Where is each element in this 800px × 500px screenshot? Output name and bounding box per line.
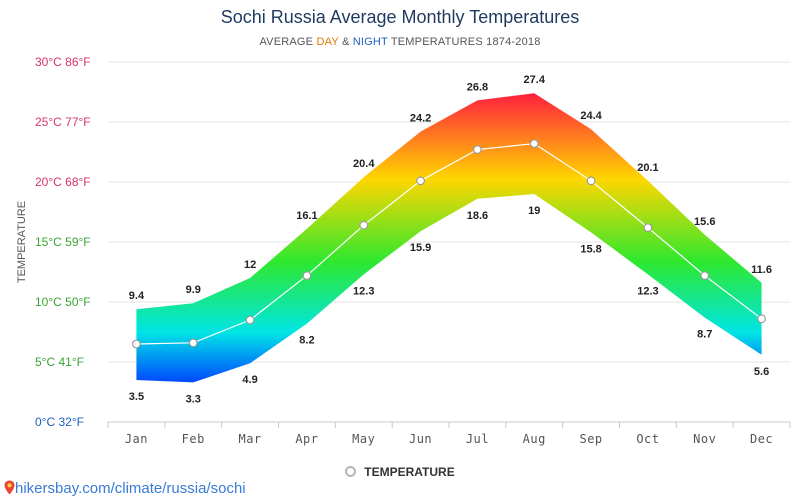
day-value-label: 15.6 — [694, 216, 715, 228]
day-value-label: 24.4 — [580, 110, 602, 122]
subtitle-night: NIGHT — [352, 36, 388, 48]
x-tick-label: Nov — [693, 432, 716, 446]
night-value-label: 8.2 — [299, 335, 314, 347]
night-value-label: 12.3 — [637, 285, 658, 297]
y-tick-label: 20°C 68°F — [35, 175, 91, 189]
day-value-label: 16.1 — [296, 210, 317, 222]
x-tick-label: Sep — [579, 432, 602, 446]
y-tick-label: 10°C 50°F — [35, 295, 91, 309]
average-marker[interactable] — [245, 315, 255, 325]
night-value-label: 3.5 — [129, 391, 144, 403]
average-markers — [132, 139, 766, 349]
day-value-label: 20.4 — [353, 158, 375, 170]
x-tick-label: Aug — [523, 432, 546, 446]
average-marker[interactable] — [643, 223, 653, 233]
y-axis-ticks: 0°C 32°F 5°C 41°F 10°C 50°F 15°C 59°F 20°C 6… — [35, 55, 91, 429]
day-value-label: 26.8 — [467, 81, 488, 93]
average-marker[interactable] — [757, 314, 766, 324]
subtitle-amp: & — [338, 36, 353, 48]
x-tick-label: Oct — [636, 432, 659, 446]
subtitle-prefix: AVERAGE — [259, 36, 317, 48]
night-value-label: 19 — [528, 205, 540, 217]
average-marker[interactable] — [473, 145, 482, 155]
day-value-label: 20.1 — [637, 162, 658, 174]
day-value-label: 24.2 — [410, 113, 431, 125]
chart-title: Sochi Russia Average Monthly Temperature… — [220, 7, 580, 27]
x-tick-label: Jun — [409, 432, 432, 446]
night-value-label: 15.9 — [410, 242, 431, 254]
y-tick-label: 30°C 86°F — [35, 55, 91, 69]
average-marker[interactable] — [188, 338, 198, 348]
x-axis-ticks: Jan Feb Mar Apr May Jun Jul Aug Sep Oct Nov Dec — [125, 432, 773, 446]
day-value-label: 9.4 — [129, 290, 145, 302]
day-value-label: 12 — [244, 259, 256, 271]
x-tick-label: May — [352, 432, 375, 446]
night-value-label: 4.9 — [242, 374, 257, 386]
legend[interactable]: TEMPERATURE — [0, 465, 800, 479]
source-link[interactable]: hikersbay.com/climate/russia/sochi — [4, 480, 246, 497]
y-tick-label: 25°C 77°F — [35, 115, 91, 129]
average-marker[interactable] — [132, 339, 141, 349]
x-tick-label: Dec — [750, 432, 773, 446]
day-value-label: 27.4 — [524, 74, 546, 86]
chart-subtitle: AVERAGE DAY & NIGHT TEMPERATURES 1874-20… — [0, 36, 800, 48]
y-tick-label: 0°C 32°F — [35, 415, 84, 429]
x-tick-label: Jul — [466, 432, 489, 446]
y-axis-title: TEMPERATURE — [16, 201, 28, 283]
average-marker[interactable] — [700, 271, 710, 281]
average-marker[interactable] — [586, 176, 596, 186]
average-marker[interactable] — [359, 220, 369, 230]
legend-label: TEMPERATURE — [364, 465, 455, 479]
average-marker[interactable] — [302, 271, 312, 281]
y-tick-label: 5°C 41°F — [35, 355, 84, 369]
y-tick-label: 15°C 59°F — [35, 235, 91, 249]
source-text: hikersbay.com/climate/russia/sochi — [15, 480, 246, 497]
data-labels: 9.4 9.9 12 16.1 20.4 24.2 26.8 27.4 24.4 20.1 15.6… — [129, 74, 772, 405]
day-night-band — [136, 93, 762, 383]
night-value-label: 12.3 — [353, 285, 374, 297]
subtitle-day: DAY — [316, 36, 339, 48]
night-value-label: 5.6 — [754, 366, 769, 378]
day-value-label: 11.6 — [751, 264, 772, 276]
night-value-label: 18.6 — [467, 210, 488, 222]
average-marker[interactable] — [416, 176, 425, 186]
x-tick-label: Jan — [125, 432, 148, 446]
circle-marker-icon — [345, 466, 357, 477]
x-tick-label: Apr — [295, 432, 318, 446]
night-value-label: 3.3 — [186, 393, 201, 405]
average-temperature-line — [136, 142, 762, 345]
night-value-label: 15.8 — [580, 243, 601, 255]
day-value-label: 9.9 — [186, 284, 201, 296]
subtitle-suffix: TEMPERATURES 1874-2018 — [387, 36, 541, 48]
x-tick-label: Mar — [238, 432, 261, 446]
x-tick-label: Feb — [182, 432, 205, 446]
night-value-label: 8.7 — [697, 329, 712, 341]
average-marker[interactable] — [529, 139, 539, 149]
map-pin-icon — [4, 480, 15, 495]
